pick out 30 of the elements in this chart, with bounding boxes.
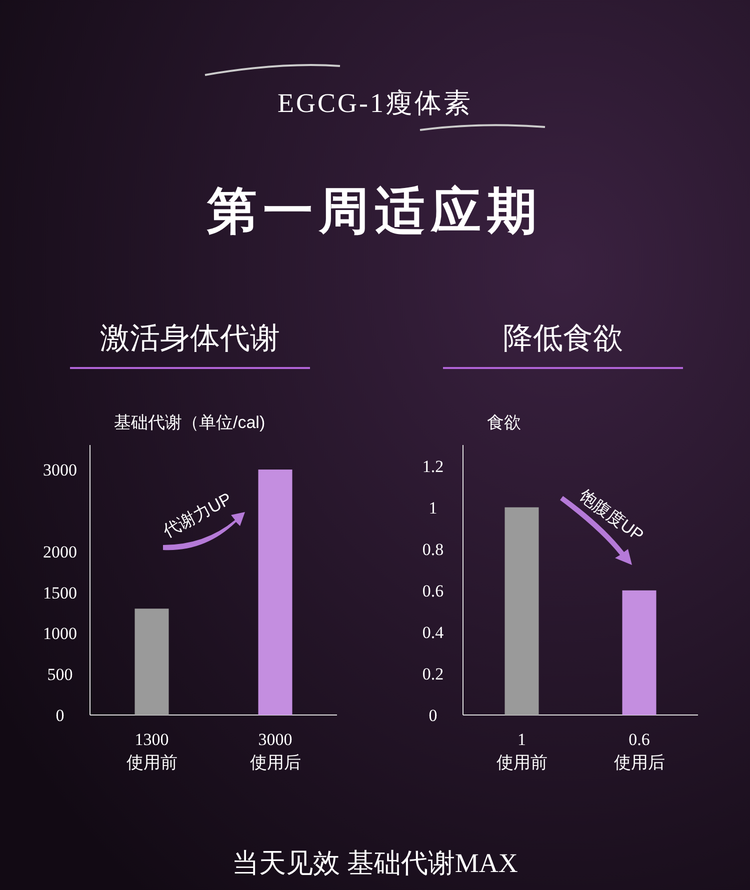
- y-tick-label: 2000: [43, 542, 77, 562]
- y-tick-label: 0.4: [422, 622, 444, 642]
- data-label: 1300: [134, 730, 169, 749]
- y-tick-label: 1000: [43, 624, 77, 644]
- y-tick-label: 1500: [43, 583, 77, 602]
- y-tick-label: 0.8: [422, 540, 444, 559]
- chart-title: 激活身体代谢: [100, 322, 280, 355]
- y-tick-label: 0: [428, 706, 438, 725]
- y-tick-label: 1.2: [422, 456, 444, 476]
- x-tick-label: 使用后: [250, 753, 301, 772]
- y-axis-title: 食欲: [487, 413, 521, 432]
- annotation: 代谢力UP: [159, 489, 235, 542]
- y-tick-label: 3000: [43, 460, 77, 480]
- y-tick-label: 500: [47, 665, 73, 684]
- text: 当天见效 基础代谢MAX: [232, 848, 518, 878]
- text: 第一周适应期: [206, 183, 543, 239]
- y-axis-title: 基础代谢（单位/cal): [114, 413, 266, 432]
- data-label: 1: [518, 730, 526, 749]
- x-tick-label: 使用前: [126, 753, 178, 772]
- data-label: 3000: [258, 730, 292, 749]
- y-tick-label: 1: [428, 498, 438, 518]
- x-tick-label: 使用后: [614, 753, 665, 772]
- y-tick-label: 0: [56, 706, 64, 725]
- y-tick-label: 0.2: [422, 664, 444, 684]
- text: EGCG-1瘦体素: [278, 88, 472, 118]
- chart-title: 降低食欲: [503, 322, 623, 355]
- y-tick-label: 0.6: [422, 581, 444, 600]
- annotation: 饱腹度UP: [574, 485, 648, 546]
- data-label: 0.6: [628, 730, 650, 749]
- x-tick-label: 使用前: [496, 753, 548, 772]
